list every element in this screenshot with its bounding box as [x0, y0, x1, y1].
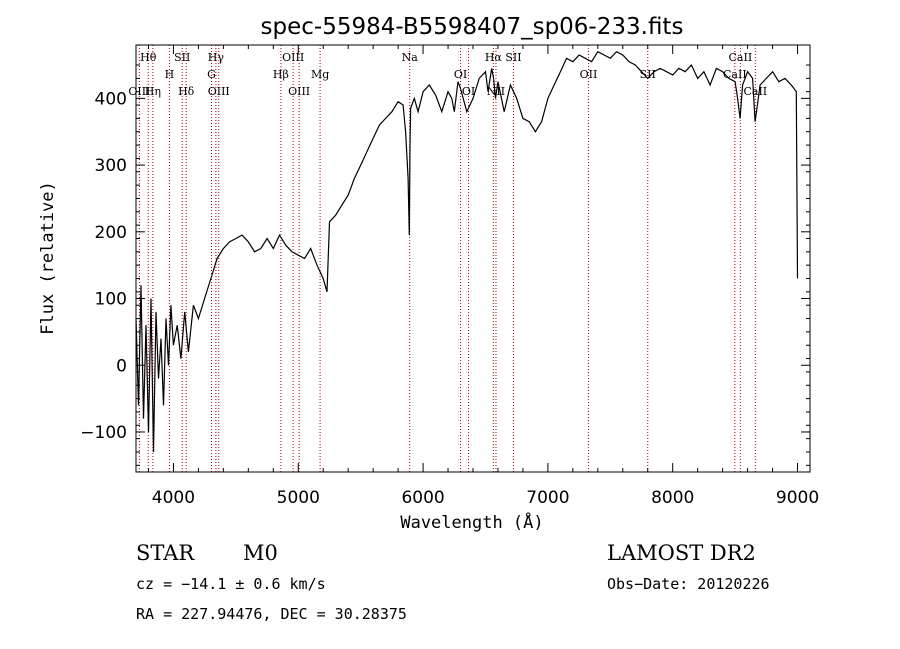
spectral-line-labels: HθOIIIHηSIIHHδHγGOIIIOIIIHβOIIIMgNaOIOIH… — [128, 51, 767, 98]
spectral-line-label: OIII — [282, 51, 304, 64]
spectral-line-label: Hδ — [178, 85, 195, 98]
x-axis-label: Wavelength (Å) — [400, 511, 543, 533]
object-subclass: M0 — [243, 541, 278, 565]
survey-name: LAMOST DR2 — [607, 541, 756, 565]
spectral-line-label: G — [207, 68, 216, 81]
spectral-line-label: SII — [505, 51, 521, 64]
spectral-line-label: Na — [402, 51, 419, 64]
coordinates-text: RA = 227.94476, DEC = 30.28375 — [136, 605, 407, 623]
spectral-line-markers — [138, 45, 756, 472]
spectrum-series-line — [135, 50, 799, 453]
y-tick-label: −100 — [80, 423, 127, 443]
y-tick-label: 100 — [95, 290, 127, 310]
spectral-line-label: OIII — [208, 85, 230, 98]
spectral-line-label: SII — [174, 51, 190, 64]
spectral-line-label: OII — [580, 68, 598, 81]
y-tick-label: 300 — [95, 156, 127, 176]
spectral-line-label: OI — [462, 85, 475, 98]
spectral-line-label: OI — [454, 68, 467, 81]
plot-frame — [135, 44, 811, 473]
spectral-line-label: Hγ — [208, 51, 225, 64]
spectral-line-label: OIII — [288, 85, 310, 98]
y-tick-label: 0 — [116, 356, 127, 376]
y-tick-label: 400 — [95, 89, 127, 109]
spectral-line-label: Mg — [311, 68, 329, 81]
x-tick-label: 7000 — [526, 488, 569, 508]
x-tick-label: 4000 — [152, 488, 195, 508]
y-axis-label: Flux (relative) — [38, 181, 58, 335]
obs-date-text: Obs−Date: 20120226 — [607, 575, 770, 593]
spectral-line-label: SII — [640, 68, 656, 81]
chart-title: spec-55984-B5598407_sp06-233.fits — [261, 14, 684, 40]
x-tick-label: 9000 — [776, 488, 819, 508]
spectral-line-label: Hα — [485, 51, 503, 64]
spectral-line-label: CaII — [729, 51, 753, 64]
spectral-line-label: CaII — [743, 85, 767, 98]
spectral-line-label: H — [165, 68, 175, 81]
spectral-line-label: Hθ — [140, 51, 157, 64]
x-axis-ticks: 4000 5000 6000 7000 8000 9000 — [147, 45, 819, 508]
spectral-line-label: Hη — [145, 85, 161, 98]
y-tick-label: 200 — [95, 223, 127, 243]
x-tick-label: 8000 — [651, 488, 694, 508]
object-class: STAR — [136, 541, 195, 565]
x-tick-label: 5000 — [277, 488, 320, 508]
spectral-line-label: Hβ — [273, 68, 289, 81]
x-tick-label: 6000 — [401, 488, 444, 508]
y-axis-ticks: −100 0 100 200 300 400 — [80, 64, 810, 466]
spectral-line-label: CaII — [723, 68, 747, 81]
redshift-text: cz = −14.1 ± 0.6 km/s — [136, 575, 326, 593]
